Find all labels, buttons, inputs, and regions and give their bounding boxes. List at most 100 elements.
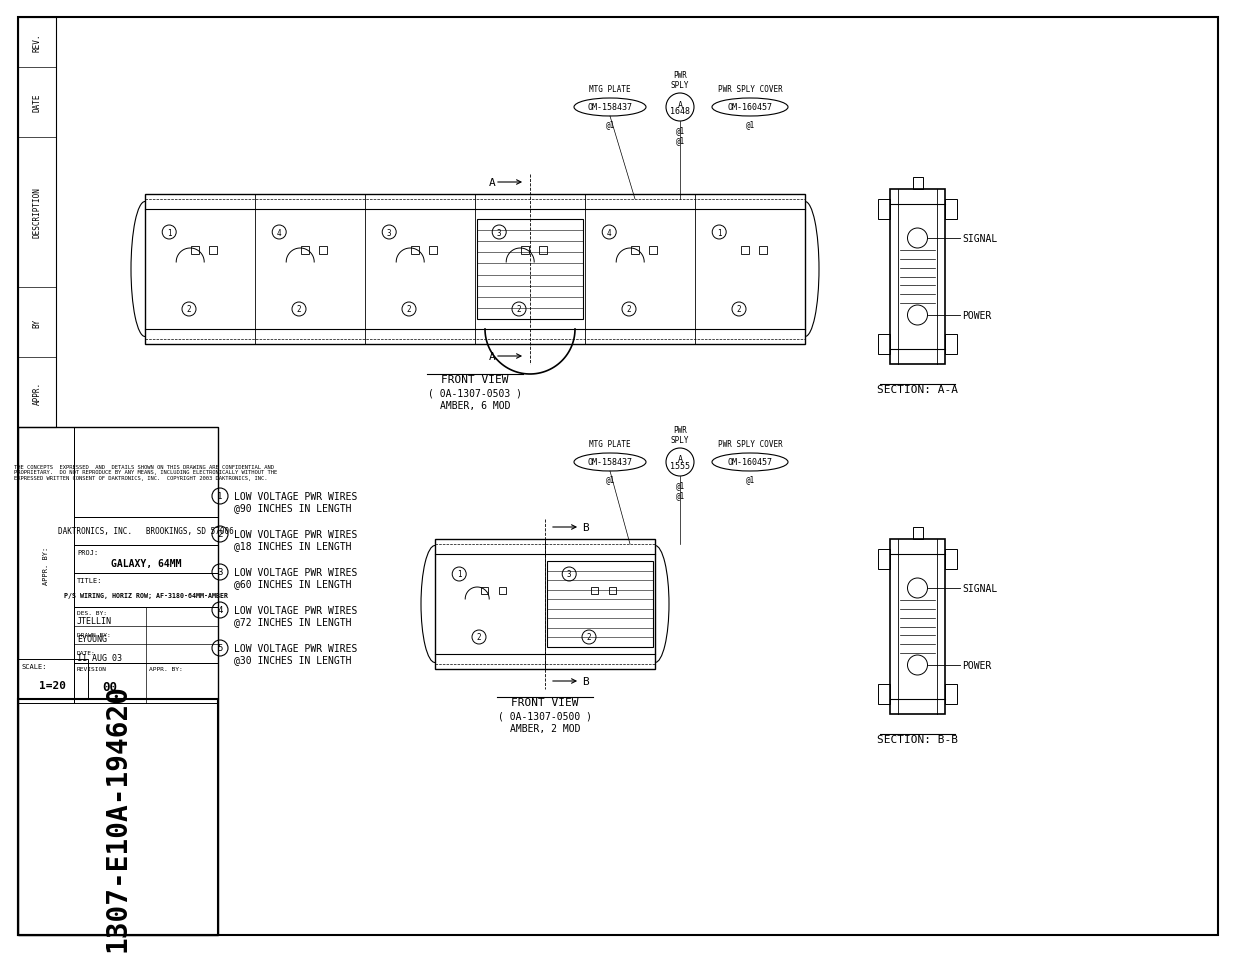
Text: A: A — [678, 455, 683, 464]
Bar — [74, 607, 219, 663]
Text: PWR: PWR — [673, 426, 687, 435]
Text: DESCRIPTION: DESCRIPTION — [32, 188, 42, 238]
Bar — [319, 247, 327, 254]
Bar — [429, 247, 437, 254]
Text: FRONT VIEW: FRONT VIEW — [441, 375, 509, 385]
Text: P/S WIRING, HORIZ ROW; AF-3180-64MM-AMBER: P/S WIRING, HORIZ ROW; AF-3180-64MM-AMBE… — [64, 593, 228, 598]
Text: 4: 4 — [277, 229, 282, 237]
Text: POWER: POWER — [962, 311, 992, 320]
Text: 11 AUG 03: 11 AUG 03 — [77, 654, 122, 662]
Text: MTG PLATE: MTG PLATE — [589, 85, 631, 94]
Bar — [945, 335, 957, 355]
Bar — [945, 200, 957, 220]
Text: @1: @1 — [746, 475, 755, 483]
Text: DES. BY:: DES. BY: — [77, 610, 107, 616]
Bar — [878, 200, 890, 220]
Bar — [74, 428, 219, 517]
Text: @1: @1 — [746, 120, 755, 129]
Text: REVISION: REVISION — [77, 666, 107, 671]
Bar — [648, 247, 657, 254]
Text: 3: 3 — [217, 568, 222, 577]
Text: PWR SPLY COVER: PWR SPLY COVER — [718, 85, 783, 94]
Bar — [913, 178, 923, 190]
Text: LOW VOLTAGE PWR WIRES: LOW VOLTAGE PWR WIRES — [233, 492, 357, 501]
Text: @1: @1 — [676, 491, 684, 499]
Text: 1: 1 — [716, 229, 721, 237]
Bar — [878, 684, 890, 704]
Text: B: B — [582, 677, 589, 686]
Text: 2: 2 — [217, 530, 222, 539]
Text: OM-160457: OM-160457 — [727, 103, 773, 112]
Text: DATE:: DATE: — [77, 651, 96, 656]
Bar — [19, 700, 219, 935]
Text: 5: 5 — [217, 644, 222, 653]
Bar — [19, 428, 74, 703]
Text: SECTION: B-B: SECTION: B-B — [877, 734, 958, 744]
Text: 1: 1 — [167, 229, 172, 237]
Text: SPLY: SPLY — [671, 81, 689, 90]
Bar — [878, 335, 890, 355]
Bar — [19, 428, 219, 935]
Text: SECTION: A-A: SECTION: A-A — [877, 385, 958, 395]
Bar — [609, 587, 616, 595]
Text: OM-158437: OM-158437 — [588, 103, 632, 112]
Bar — [741, 247, 750, 254]
Text: AMBER, 6 MOD: AMBER, 6 MOD — [440, 400, 510, 411]
Bar — [74, 517, 219, 545]
Bar — [631, 247, 640, 254]
Text: A: A — [489, 352, 496, 361]
Text: 3: 3 — [387, 229, 391, 237]
Bar — [74, 545, 219, 574]
Bar — [191, 247, 199, 254]
Text: REV.: REV. — [32, 33, 42, 52]
Text: @1: @1 — [676, 136, 684, 145]
Text: 4: 4 — [606, 229, 611, 237]
Bar — [144, 194, 805, 345]
Text: @90 INCHES IN LENGTH: @90 INCHES IN LENGTH — [233, 502, 352, 513]
Text: APPR. BY:: APPR. BY: — [43, 546, 49, 584]
Text: DATE: DATE — [32, 93, 42, 112]
Bar — [878, 550, 890, 569]
Bar — [538, 247, 547, 254]
Bar — [521, 247, 530, 254]
Bar — [890, 539, 945, 714]
Text: TITLE:: TITLE: — [77, 578, 103, 583]
Text: 1307-E10A-194620: 1307-E10A-194620 — [104, 683, 132, 951]
Text: 2: 2 — [516, 305, 521, 314]
Bar — [913, 527, 923, 539]
Text: PROJ:: PROJ: — [77, 550, 99, 556]
Text: SIGNAL: SIGNAL — [962, 233, 997, 244]
Bar — [19, 659, 88, 700]
Text: 1555: 1555 — [671, 462, 690, 471]
Text: @1: @1 — [605, 120, 615, 129]
Bar — [477, 220, 583, 319]
Text: DAKTRONICS, INC.   BROOKINGS, SD 57006: DAKTRONICS, INC. BROOKINGS, SD 57006 — [58, 527, 233, 536]
Bar — [74, 574, 219, 607]
Bar — [547, 561, 653, 647]
Text: BY: BY — [32, 318, 42, 327]
Bar — [74, 663, 219, 703]
Text: EYOUNG: EYOUNG — [77, 635, 107, 644]
Text: 2: 2 — [477, 633, 482, 641]
Text: 3: 3 — [496, 229, 501, 237]
Bar — [890, 190, 945, 365]
Text: APPR. BY:: APPR. BY: — [149, 666, 183, 671]
Text: @72 INCHES IN LENGTH: @72 INCHES IN LENGTH — [233, 617, 352, 626]
Text: THE CONCEPTS  EXPRESSED  AND  DETAILS SHOWN ON THIS DRAWING ARE CONFIDENTIAL AND: THE CONCEPTS EXPRESSED AND DETAILS SHOWN… — [15, 464, 278, 481]
Bar — [499, 587, 506, 595]
Bar — [945, 550, 957, 569]
Text: ( 0A-1307-0503 ): ( 0A-1307-0503 ) — [429, 389, 522, 398]
Bar — [758, 247, 767, 254]
Text: LOW VOLTAGE PWR WIRES: LOW VOLTAGE PWR WIRES — [233, 605, 357, 616]
Text: LOW VOLTAGE PWR WIRES: LOW VOLTAGE PWR WIRES — [233, 643, 357, 654]
Text: 1=20: 1=20 — [40, 680, 67, 690]
Text: GALAXY, 64MM: GALAXY, 64MM — [111, 558, 182, 568]
Text: @1: @1 — [676, 126, 684, 135]
Text: OM-158437: OM-158437 — [588, 458, 632, 467]
Text: 1: 1 — [217, 492, 222, 501]
Text: APPR.: APPR. — [32, 381, 42, 404]
Text: @1: @1 — [605, 475, 615, 483]
Bar — [945, 684, 957, 704]
Text: POWER: POWER — [962, 660, 992, 670]
Text: JTELLIN: JTELLIN — [77, 617, 112, 625]
